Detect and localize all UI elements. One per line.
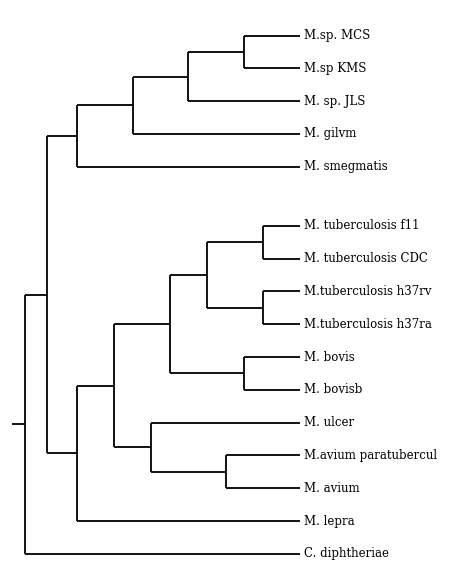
- Text: M.tuberculosis h37rv: M.tuberculosis h37rv: [304, 285, 432, 298]
- Text: M.sp. MCS: M.sp. MCS: [304, 29, 371, 42]
- Text: M.sp KMS: M.sp KMS: [304, 62, 366, 75]
- Text: M.avium paratubercul: M.avium paratubercul: [304, 449, 438, 462]
- Text: M. ulcer: M. ulcer: [304, 416, 355, 429]
- Text: C. diphtheriae: C. diphtheriae: [304, 547, 389, 560]
- Text: M. gilvm: M. gilvm: [304, 127, 356, 140]
- Text: M. tuberculosis f11: M. tuberculosis f11: [304, 219, 419, 232]
- Text: M. lepra: M. lepra: [304, 515, 355, 528]
- Text: M. bovis: M. bovis: [304, 351, 355, 363]
- Text: M. bovisb: M. bovisb: [304, 383, 363, 397]
- Text: M. smegmatis: M. smegmatis: [304, 160, 388, 173]
- Text: M.tuberculosis h37ra: M.tuberculosis h37ra: [304, 317, 432, 331]
- Text: M. sp. JLS: M. sp. JLS: [304, 95, 365, 108]
- Text: M. tuberculosis CDC: M. tuberculosis CDC: [304, 252, 428, 265]
- Text: M. avium: M. avium: [304, 482, 360, 494]
